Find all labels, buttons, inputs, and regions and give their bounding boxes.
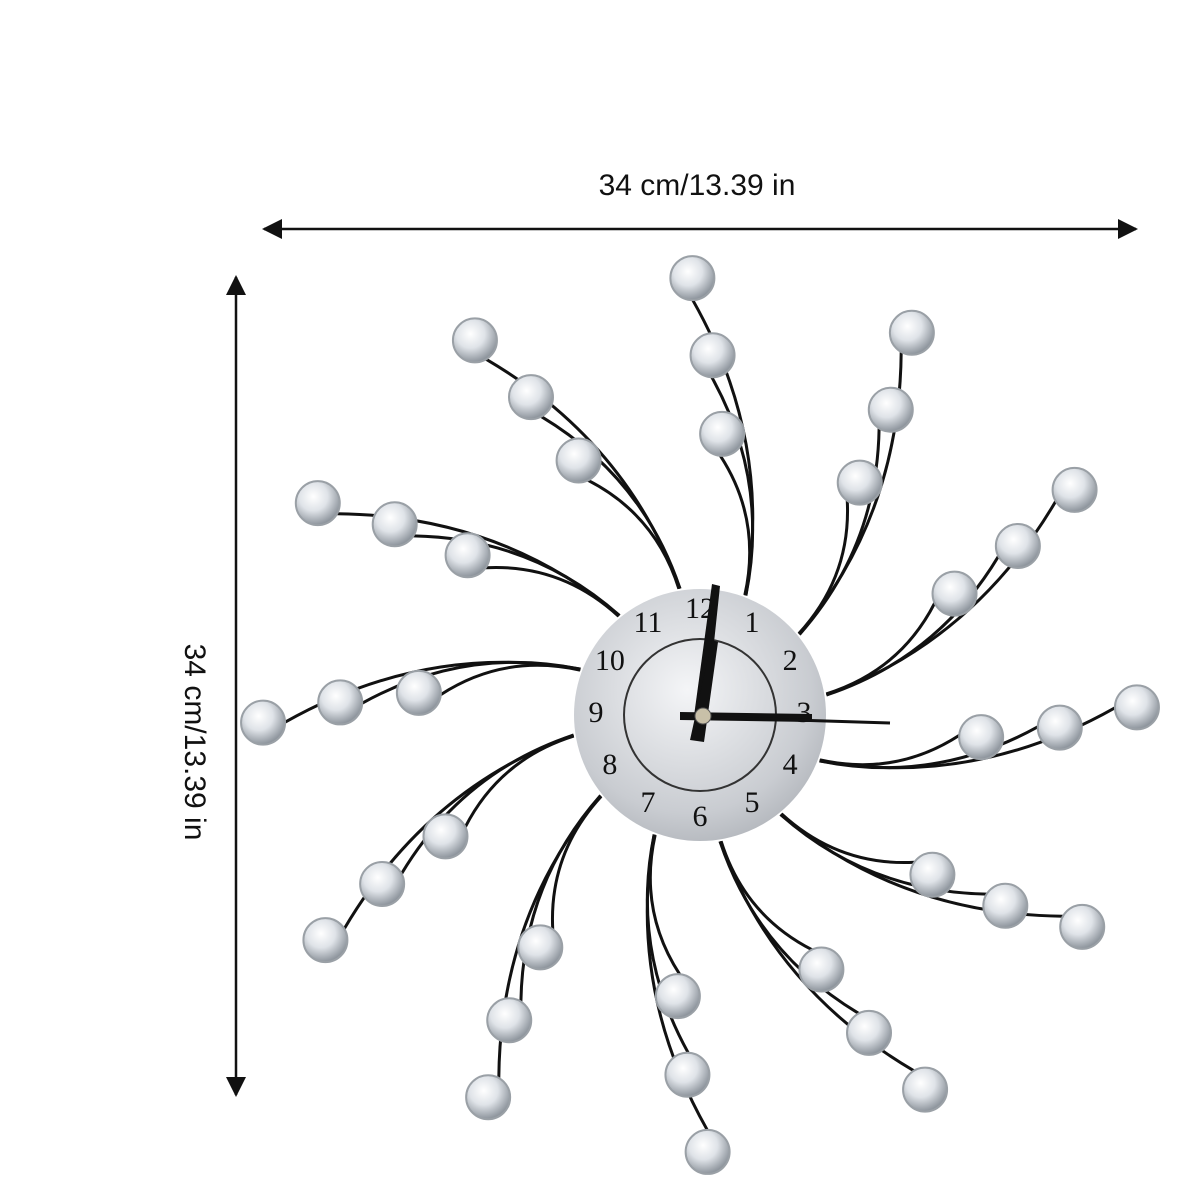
crystal — [654, 973, 701, 1020]
wire — [718, 840, 860, 1015]
crystal — [689, 332, 736, 379]
numeral: 2 — [783, 644, 798, 677]
crystal — [669, 255, 716, 302]
wire — [719, 840, 813, 952]
numeral: 3 — [797, 696, 812, 729]
wire — [400, 733, 575, 875]
width-label: 34 cm/13.39 in — [599, 169, 796, 202]
numeral: 11 — [634, 606, 663, 639]
numeral: 1 — [745, 606, 760, 639]
numeral: 6 — [693, 800, 708, 833]
clock-crystals — [240, 255, 1160, 1175]
crystal — [994, 522, 1041, 569]
crystal — [240, 699, 287, 746]
crystal — [555, 437, 602, 484]
crystal — [1113, 684, 1160, 731]
crystal — [684, 1128, 731, 1175]
crystal — [909, 851, 956, 898]
crystal — [836, 459, 883, 506]
wire — [798, 428, 881, 636]
wire — [648, 834, 681, 976]
crystal — [888, 309, 935, 356]
crystal — [931, 570, 978, 617]
wire — [719, 454, 752, 596]
crystal — [1036, 704, 1083, 751]
clock-hands — [680, 584, 891, 742]
crystal — [664, 1051, 711, 1098]
crystal — [302, 917, 349, 964]
crystal — [359, 861, 406, 908]
wire — [819, 725, 1039, 770]
wire — [825, 555, 1000, 697]
wire — [645, 834, 690, 1054]
crystal — [317, 679, 364, 726]
crystal — [902, 1066, 949, 1113]
crystal — [395, 669, 442, 716]
crystal — [1051, 466, 1098, 513]
wire — [485, 565, 620, 618]
crystal — [451, 317, 498, 364]
wire — [779, 813, 987, 896]
crystal — [699, 410, 746, 457]
crystal — [798, 946, 845, 993]
height-label: 34 cm/13.39 in — [178, 644, 211, 841]
crystal — [507, 374, 554, 421]
crystal — [867, 386, 914, 433]
numeral: 10 — [595, 644, 625, 677]
wire — [587, 478, 681, 590]
crystal — [444, 532, 491, 579]
wire — [413, 534, 621, 617]
wire — [797, 500, 850, 635]
crystal — [294, 480, 341, 527]
numeral: 7 — [641, 786, 656, 819]
crystal — [465, 1074, 512, 1121]
crystal — [486, 997, 533, 1044]
wire — [710, 376, 755, 596]
numeral: 4 — [783, 748, 798, 781]
crystal — [517, 924, 564, 971]
wire — [463, 734, 575, 828]
wire — [519, 794, 602, 1002]
crystal — [958, 714, 1005, 761]
wire — [825, 602, 937, 696]
crystal — [422, 813, 469, 860]
wire — [540, 415, 682, 590]
numeral: 5 — [745, 786, 760, 819]
wire — [361, 660, 581, 705]
clock-wires — [284, 299, 1116, 1131]
wire — [439, 663, 581, 696]
crystal — [371, 501, 418, 548]
wire — [819, 734, 961, 767]
crystal — [846, 1009, 893, 1056]
crystal — [1059, 903, 1106, 950]
wire — [550, 795, 603, 930]
crystal — [982, 882, 1029, 929]
numeral: 8 — [602, 748, 617, 781]
numeral: 9 — [589, 696, 604, 729]
wire — [780, 812, 915, 865]
